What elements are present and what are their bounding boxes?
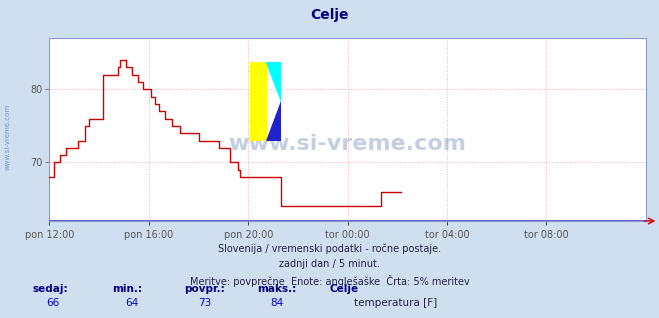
Text: 73: 73 [198, 299, 211, 308]
Text: povpr.:: povpr.: [185, 284, 225, 294]
Text: Meritve: povprečne  Enote: anglešaške  Črta: 5% meritev: Meritve: povprečne Enote: anglešaške Črt… [190, 275, 469, 287]
Text: zadnji dan / 5 minut.: zadnji dan / 5 minut. [279, 259, 380, 269]
Text: www.si-vreme.com: www.si-vreme.com [229, 134, 467, 154]
Text: temperatura [F]: temperatura [F] [354, 299, 437, 308]
Text: 84: 84 [270, 299, 283, 308]
Text: 66: 66 [46, 299, 59, 308]
Text: www.si-vreme.com: www.si-vreme.com [5, 104, 11, 170]
Bar [250, 62, 266, 141]
Text: Slovenija / vremenski podatki - ročne postaje.: Slovenija / vremenski podatki - ročne po… [218, 243, 441, 254]
Text: sedaj:: sedaj: [33, 284, 69, 294]
Text: min.:: min.: [112, 284, 142, 294]
Text: maks.:: maks.: [257, 284, 297, 294]
Text: Celje: Celje [330, 284, 358, 294]
Polygon shape [266, 62, 281, 101]
Text: Celje: Celje [310, 8, 349, 22]
Text: 64: 64 [125, 299, 138, 308]
Polygon shape [266, 101, 281, 141]
